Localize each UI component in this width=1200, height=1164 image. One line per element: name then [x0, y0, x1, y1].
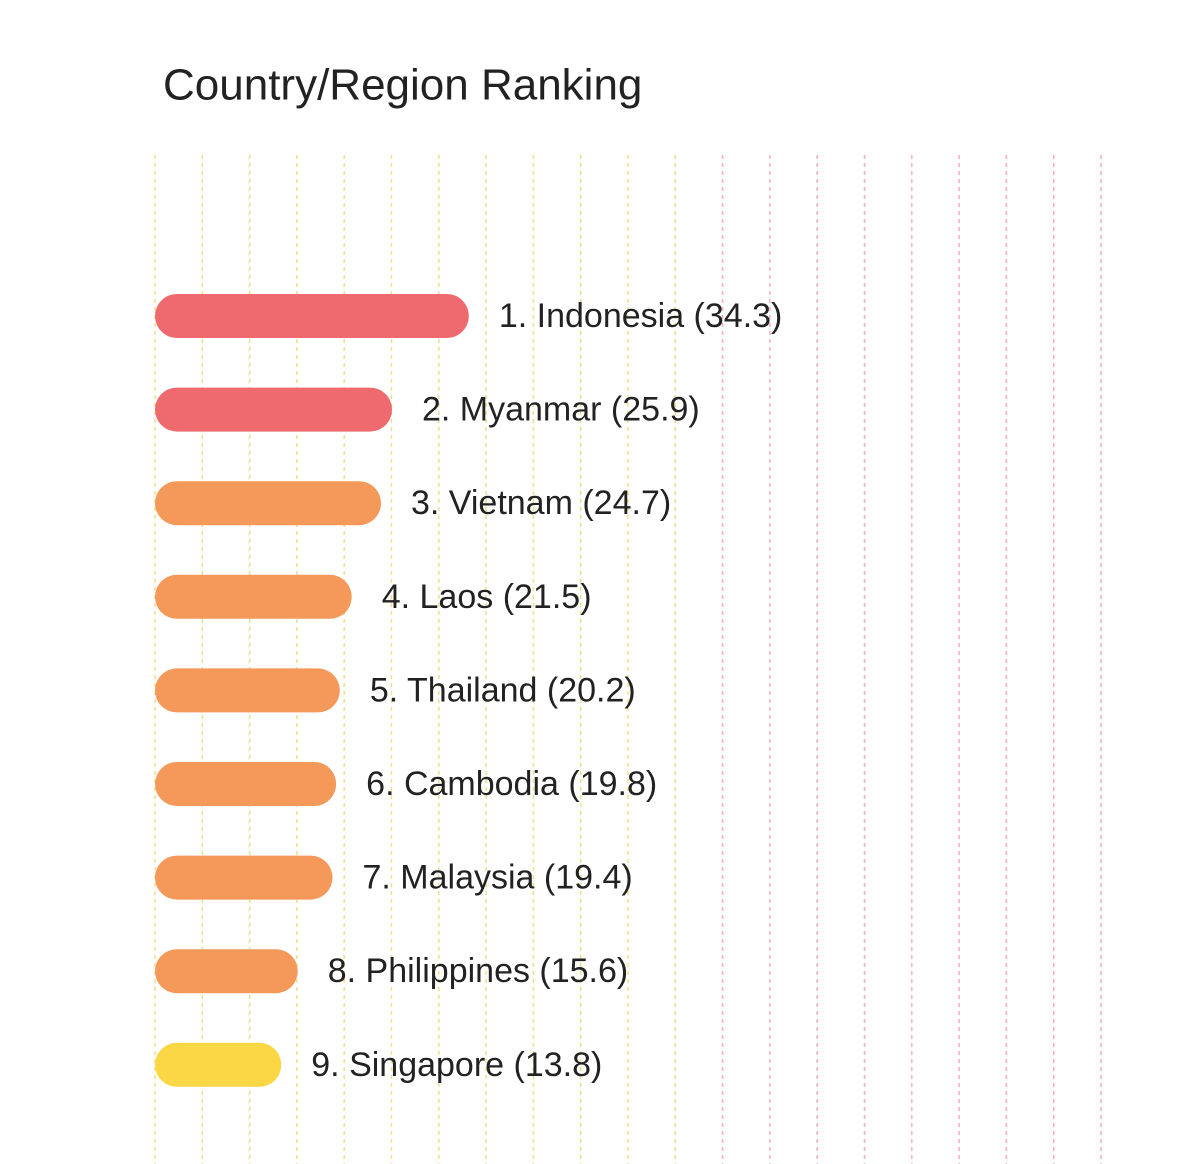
bar: [155, 949, 298, 994]
bar: [155, 294, 469, 338]
bar-label: 4. Laos (21.5): [382, 578, 592, 616]
bar: [155, 481, 382, 526]
bar-label: 3. Vietnam (24.7): [411, 484, 671, 522]
bar-label: 2. Myanmar (25.9): [422, 391, 700, 429]
bar: [155, 387, 392, 432]
bar-label: 6. Cambodia (19.8): [366, 765, 657, 803]
chart-title: Country/Region Ranking: [163, 61, 642, 110]
bar-label: 5. Thailand (20.2): [370, 671, 636, 709]
bar-label: 9. Singapore (13.8): [311, 1046, 602, 1084]
bar: [155, 1042, 282, 1087]
bar: [155, 762, 337, 806]
bar-label: 8. Philippines (15.6): [328, 952, 629, 990]
bar-label: 7. Malaysia (19.4): [363, 859, 633, 897]
bar: [155, 574, 352, 619]
bar: [155, 668, 340, 713]
bar: [155, 855, 333, 900]
bar-label: 1. Indonesia (34.3): [499, 297, 783, 335]
